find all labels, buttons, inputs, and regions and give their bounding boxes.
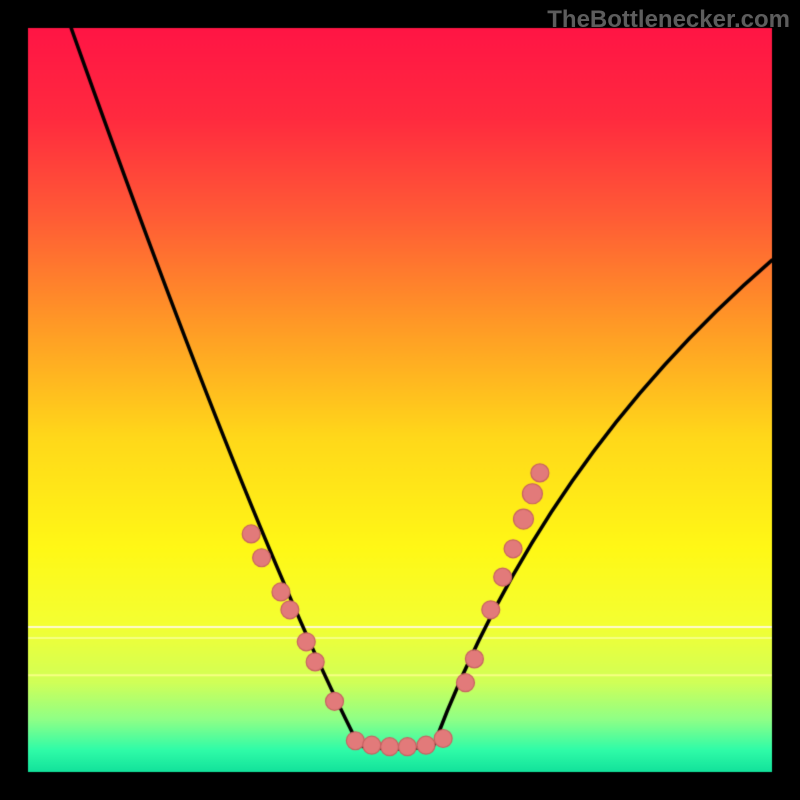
watermark-text: TheBottlenecker.com bbox=[547, 6, 790, 34]
bottleneck-chart bbox=[0, 0, 800, 800]
chart-stage: TheBottlenecker.com bbox=[0, 0, 800, 800]
